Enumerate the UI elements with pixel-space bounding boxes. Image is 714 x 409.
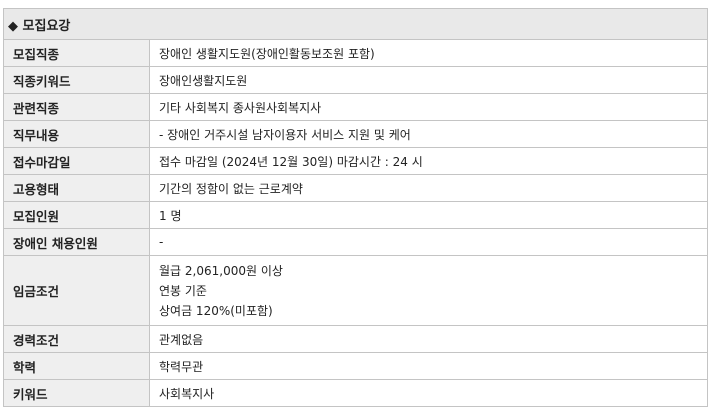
row-value: 사회복지사 [149,379,708,407]
wage-line: 상여금 120%(미포함) [159,303,273,318]
table-row: 장애인 채용인원 - [3,228,708,256]
row-value: 기간의 정함이 없는 근로계약 [149,174,708,202]
section-title: ◆ 모집요강 [3,8,708,40]
row-value: 장애인생활지도원 [149,66,708,94]
row-value: 기타 사회복지 종사원사회복지사 [149,93,708,121]
row-label: 모집인원 [3,201,150,229]
row-label: 관련직종 [3,93,150,121]
row-value: - [149,228,708,256]
wage-line: 연봉 기준 [159,283,207,298]
table-row: 접수마감일 접수 마감일 (2024년 12월 30일) 마감시간 : 24 시 [3,147,708,175]
row-label: 모집직종 [3,39,150,67]
table-row: 모집인원 1 명 [3,201,708,229]
row-value: 관계없음 [149,325,708,353]
row-label: 경력조건 [3,325,150,353]
table-row: 직무내용 - 장애인 거주시설 남자이용자 서비스 지원 및 케어 [3,120,708,148]
row-label: 장애인 채용인원 [3,228,150,256]
row-value: - 장애인 거주시설 남자이용자 서비스 지원 및 케어 [149,120,708,148]
row-label: 고용형태 [3,174,150,202]
table-row: 모집직종 장애인 생활지도원(장애인활동보조원 포함) [3,39,708,67]
table-row: 고용형태 기간의 정함이 없는 근로계약 [3,174,708,202]
row-label: 키워드 [3,379,150,407]
row-value: 장애인 생활지도원(장애인활동보조원 포함) [149,39,708,67]
table-row: 경력조건 관계없음 [3,325,708,353]
recruitment-table: ◆ 모집요강 모집직종 장애인 생활지도원(장애인활동보조원 포함) 직종키워드 장… [3,8,708,407]
row-label: 직무내용 [3,120,150,148]
table-row: 임금조건 월급 2,061,000원 이상 연봉 기준 상여금 120%(미포함… [3,255,708,326]
row-value: 학력무관 [149,352,708,380]
row-value: 1 명 [149,201,708,229]
wage-line: 월급 2,061,000원 이상 [159,263,283,278]
row-label: 임금조건 [3,255,150,326]
recruitment-summary: ◆ 모집요강 모집직종 장애인 생활지도원(장애인활동보조원 포함) 직종키워드 장… [3,8,708,407]
row-value: 접수 마감일 (2024년 12월 30일) 마감시간 : 24 시 [149,147,708,175]
row-label: 학력 [3,352,150,380]
table-row: 키워드 사회복지사 [3,379,708,407]
row-label: 접수마감일 [3,147,150,175]
table-row: 직종키워드 장애인생활지도원 [3,66,708,94]
row-value: 월급 2,061,000원 이상 연봉 기준 상여금 120%(미포함) [149,255,708,326]
table-row: 학력 학력무관 [3,352,708,380]
table-row: 관련직종 기타 사회복지 종사원사회복지사 [3,93,708,121]
row-label: 직종키워드 [3,66,150,94]
